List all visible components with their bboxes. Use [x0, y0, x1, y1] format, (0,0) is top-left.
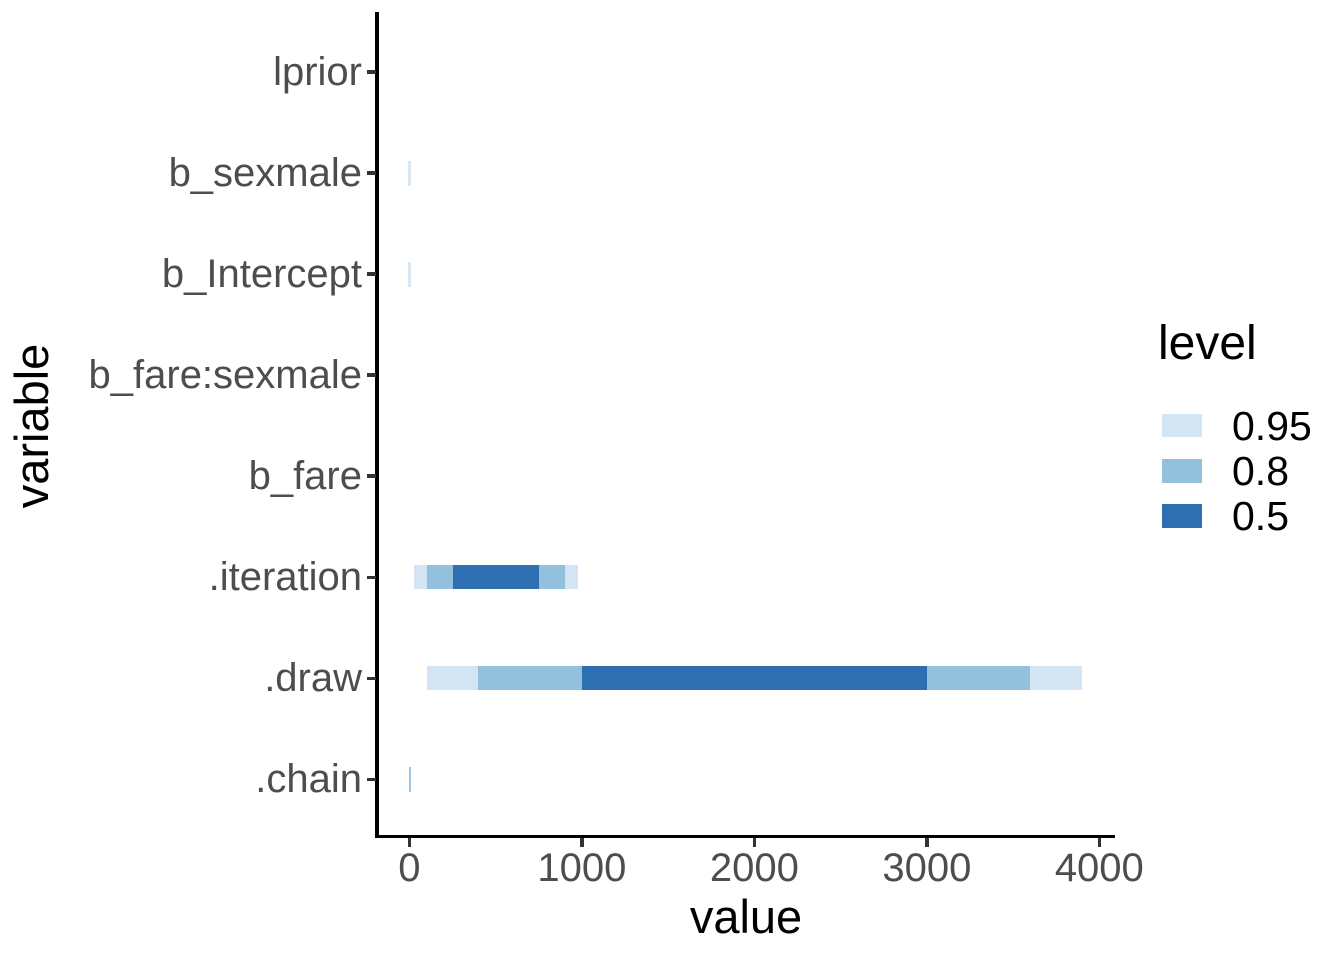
- interval-sliver: [408, 261, 411, 287]
- x-tick-mark: [752, 838, 757, 847]
- y-tick-mark: [366, 474, 376, 478]
- x-tick-label: 4000: [1054, 846, 1144, 890]
- x-tick-label: 0: [398, 846, 421, 890]
- interval-segment: [581, 666, 927, 691]
- legend-title: level: [1158, 317, 1257, 370]
- legend-item: 0.95: [1156, 402, 1312, 449]
- x-axis-title: value: [689, 890, 803, 943]
- y-tick-label: .chain: [255, 757, 362, 802]
- legend-label: 0.8: [1232, 447, 1289, 494]
- y-tick-mark: [366, 171, 376, 175]
- y-tick-mark: [366, 575, 376, 580]
- y-tick-mark: [366, 272, 376, 276]
- x-tick-mark: [925, 838, 929, 847]
- y-tick-mark: [366, 777, 376, 782]
- legend-label: 0.5: [1232, 492, 1289, 539]
- y-tick-label: lprior: [273, 50, 362, 94]
- legend: level 0.95 0.8 0.5: [1156, 318, 1312, 539]
- legend-label: 0.95: [1232, 402, 1312, 449]
- legend-items: 0.95 0.8 0.5: [1156, 403, 1312, 539]
- legend-key: [1162, 504, 1202, 528]
- x-axis-line: [375, 834, 1115, 838]
- interval-sliver: [408, 160, 411, 186]
- y-tick-mark: [366, 373, 376, 377]
- x-tick-mark: [407, 838, 412, 847]
- y-axis-line: [375, 12, 379, 838]
- x-tick-label: 3000: [882, 846, 972, 890]
- y-tick-mark: [366, 676, 376, 681]
- interval-sliver: [408, 766, 412, 792]
- x-tick-label: 2000: [709, 846, 799, 890]
- x-tick-mark: [1097, 838, 1102, 847]
- x-tick-mark: [580, 838, 584, 847]
- y-tick-label: b_fare: [248, 454, 362, 499]
- y-tick-mark: [366, 70, 376, 74]
- y-tick-label: b_Intercept: [161, 252, 362, 297]
- interval-segment: [452, 565, 539, 590]
- y-tick-label: .draw: [264, 656, 362, 701]
- legend-key: [1162, 459, 1202, 483]
- legend-item: 0.5: [1156, 492, 1312, 539]
- y-tick-label: b_fare:sexmale: [88, 353, 362, 398]
- legend-key: [1162, 413, 1202, 438]
- x-tick-label: 1000: [537, 846, 627, 890]
- legend-item: 0.8: [1156, 447, 1312, 494]
- y-tick-label: b_sexmale: [168, 151, 362, 196]
- y-tick-label: .iteration: [208, 555, 362, 600]
